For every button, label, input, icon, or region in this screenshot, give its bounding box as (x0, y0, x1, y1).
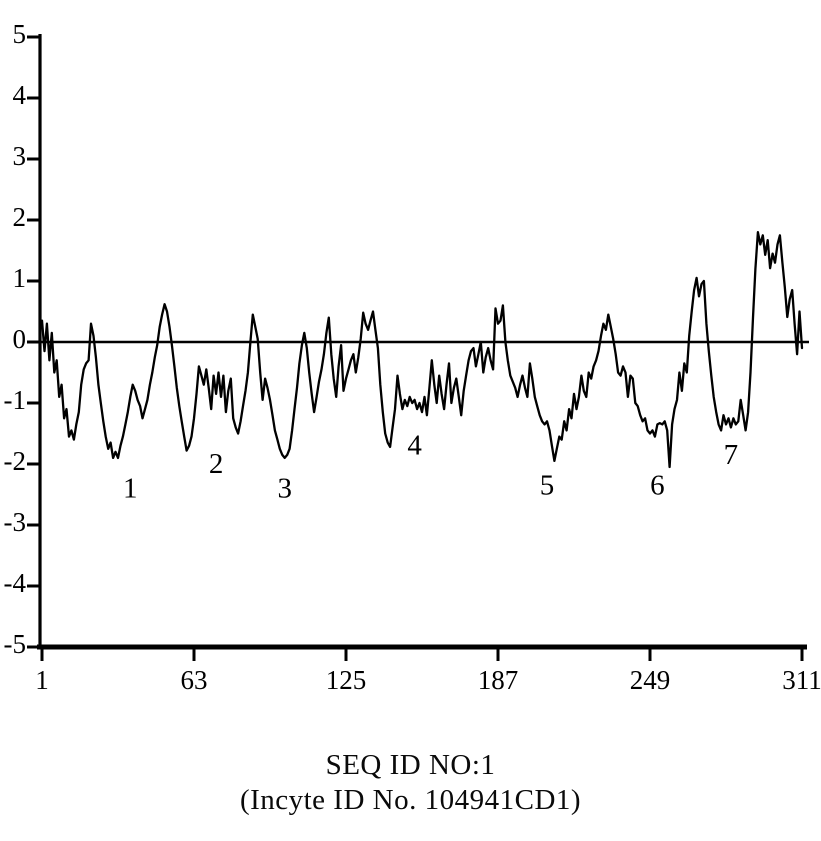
x-tick-label: 1 (35, 665, 49, 695)
region-number-label: 6 (650, 469, 665, 501)
x-tick-label: 311 (782, 665, 821, 695)
hydropathy-plot: 5 4 3 2 1 0 -1 -2 -3 -4 -5 1 63 125 187 249 311 1 2 3 4 5 6 7 (4, 19, 821, 695)
y-tick-label: -2 (4, 446, 27, 476)
y-tick-label: -3 (4, 507, 27, 537)
x-tick-label: 249 (630, 665, 671, 695)
x-tick-label: 63 (181, 665, 208, 695)
region-number-label: 4 (407, 430, 422, 462)
caption-incyte-id: (Incyte ID No. 104941CD1) (239, 784, 582, 816)
y-tick-label: -5 (4, 629, 27, 659)
region-number-label: 7 (724, 439, 739, 471)
y-tick-label: 3 (13, 141, 27, 171)
hydropathy-curve (40, 231, 804, 469)
x-tick-label: 125 (326, 665, 367, 695)
y-tick-label: 4 (13, 80, 27, 110)
y-tick-label: 5 (13, 19, 27, 49)
y-tick-label: -1 (4, 385, 27, 415)
x-tick-label: 187 (478, 665, 519, 695)
y-tick-label: 1 (13, 263, 27, 293)
region-number-label: 2 (209, 448, 224, 480)
caption-seq-id: SEQ ID NO:1 (325, 749, 496, 781)
region-number-label: 5 (540, 469, 555, 501)
y-tick-label: 2 (13, 202, 27, 232)
region-number-label: 1 (123, 472, 138, 504)
y-tick-label: 0 (13, 324, 27, 354)
region-number-label: 3 (277, 472, 292, 504)
y-tick-label: -4 (4, 568, 27, 598)
figure-caption: SEQ ID NO:1 (Incyte ID No. 104941CD1) (0, 748, 821, 818)
